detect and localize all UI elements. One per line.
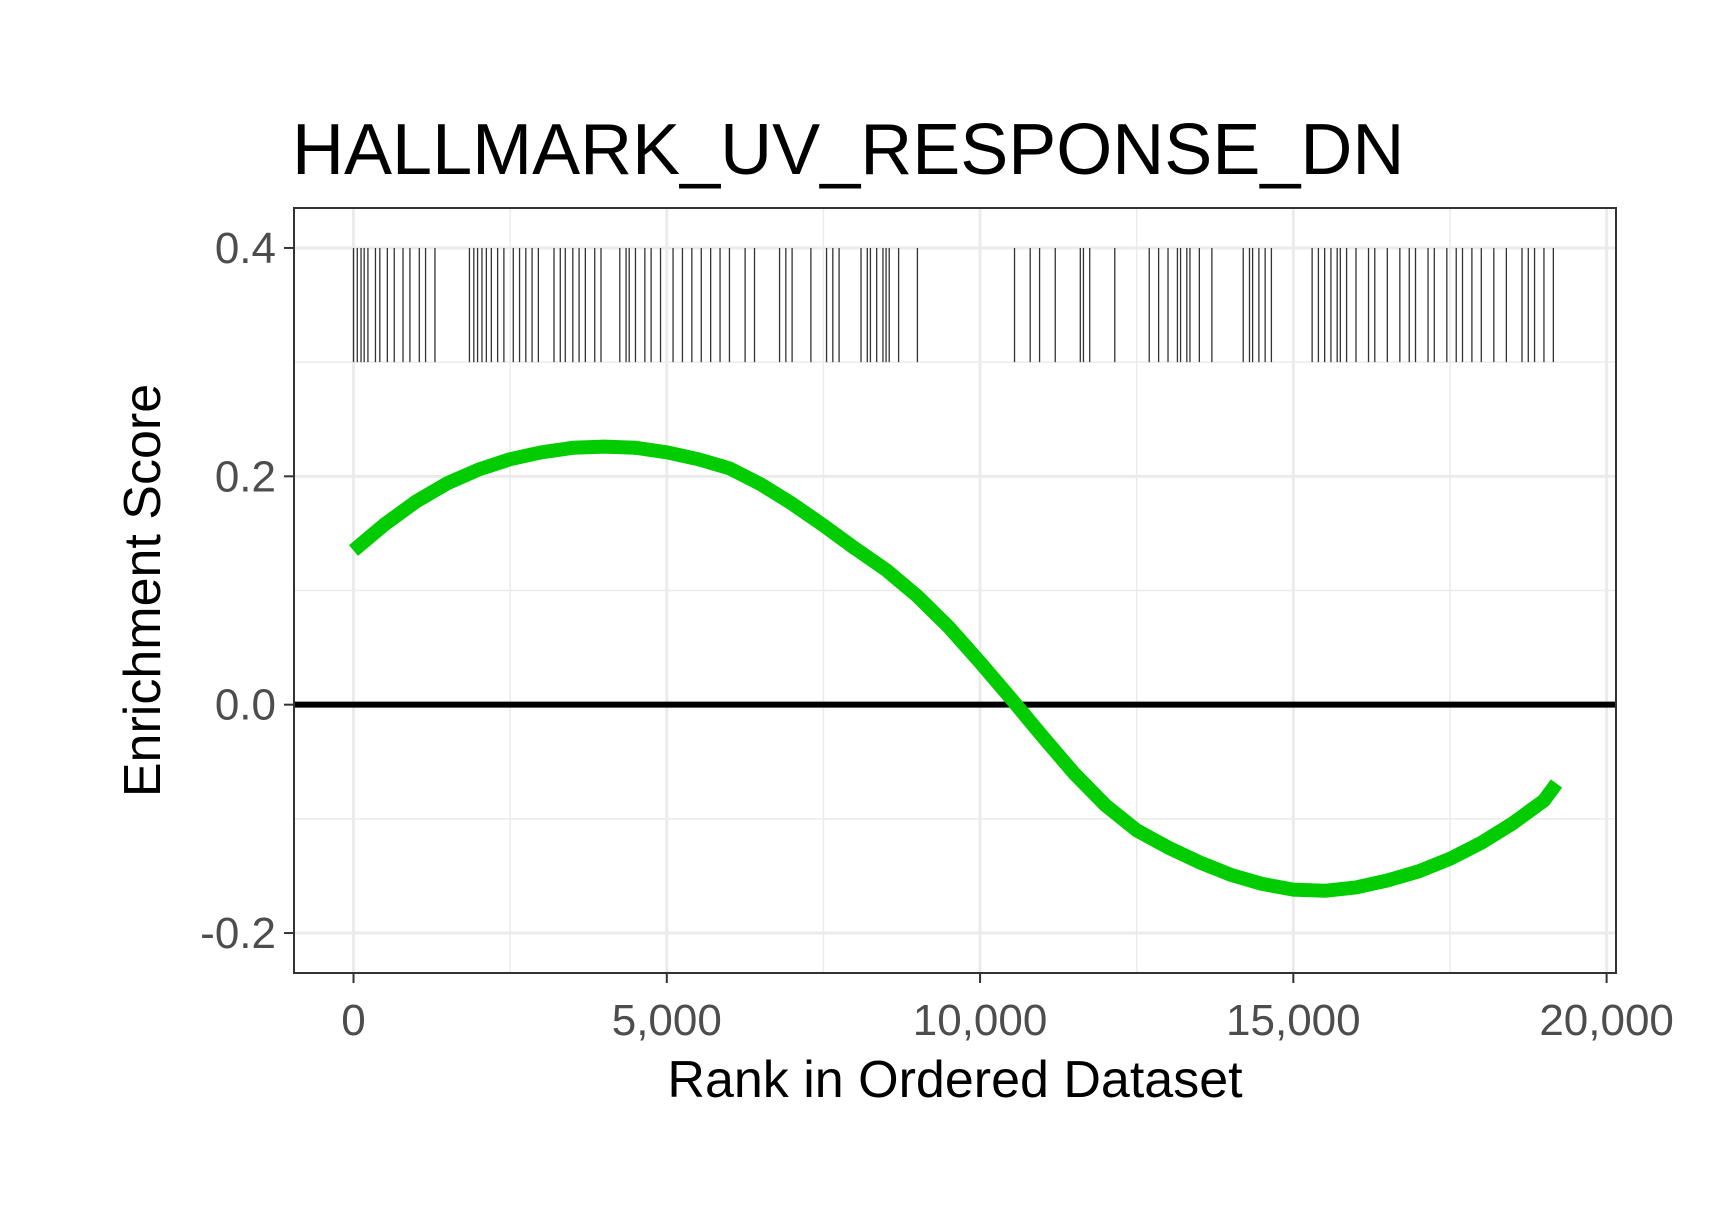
x-tick-label: 5,000 [612,996,722,1045]
axes: 0 5,000 10,000 15,000 20,000 -0.2 0.0 0.2 0.4 [200,224,1674,1045]
x-tick-label: 0 [341,996,365,1045]
x-axis-title: Rank in Ordered Dataset [667,1051,1243,1109]
x-tick-label: 20,000 [1539,996,1674,1045]
x-tick-label: 15,000 [1226,996,1361,1045]
y-tick-label: -0.2 [200,909,276,958]
panel-border [293,207,1617,974]
chart-title: HALLMARK_UV_RESPONSE_DN [292,110,1404,190]
x-tick-label: 10,000 [913,996,1048,1045]
y-tick-label: 0.4 [215,224,276,273]
series-layer [349,439,1563,898]
enrichment-curve [349,439,1563,898]
y-tick-label: 0.2 [215,452,276,501]
gene-hit-ticks [352,247,1554,363]
y-axis-title: Enrichment Score [114,384,172,797]
y-tick-label: 0.0 [215,681,276,730]
